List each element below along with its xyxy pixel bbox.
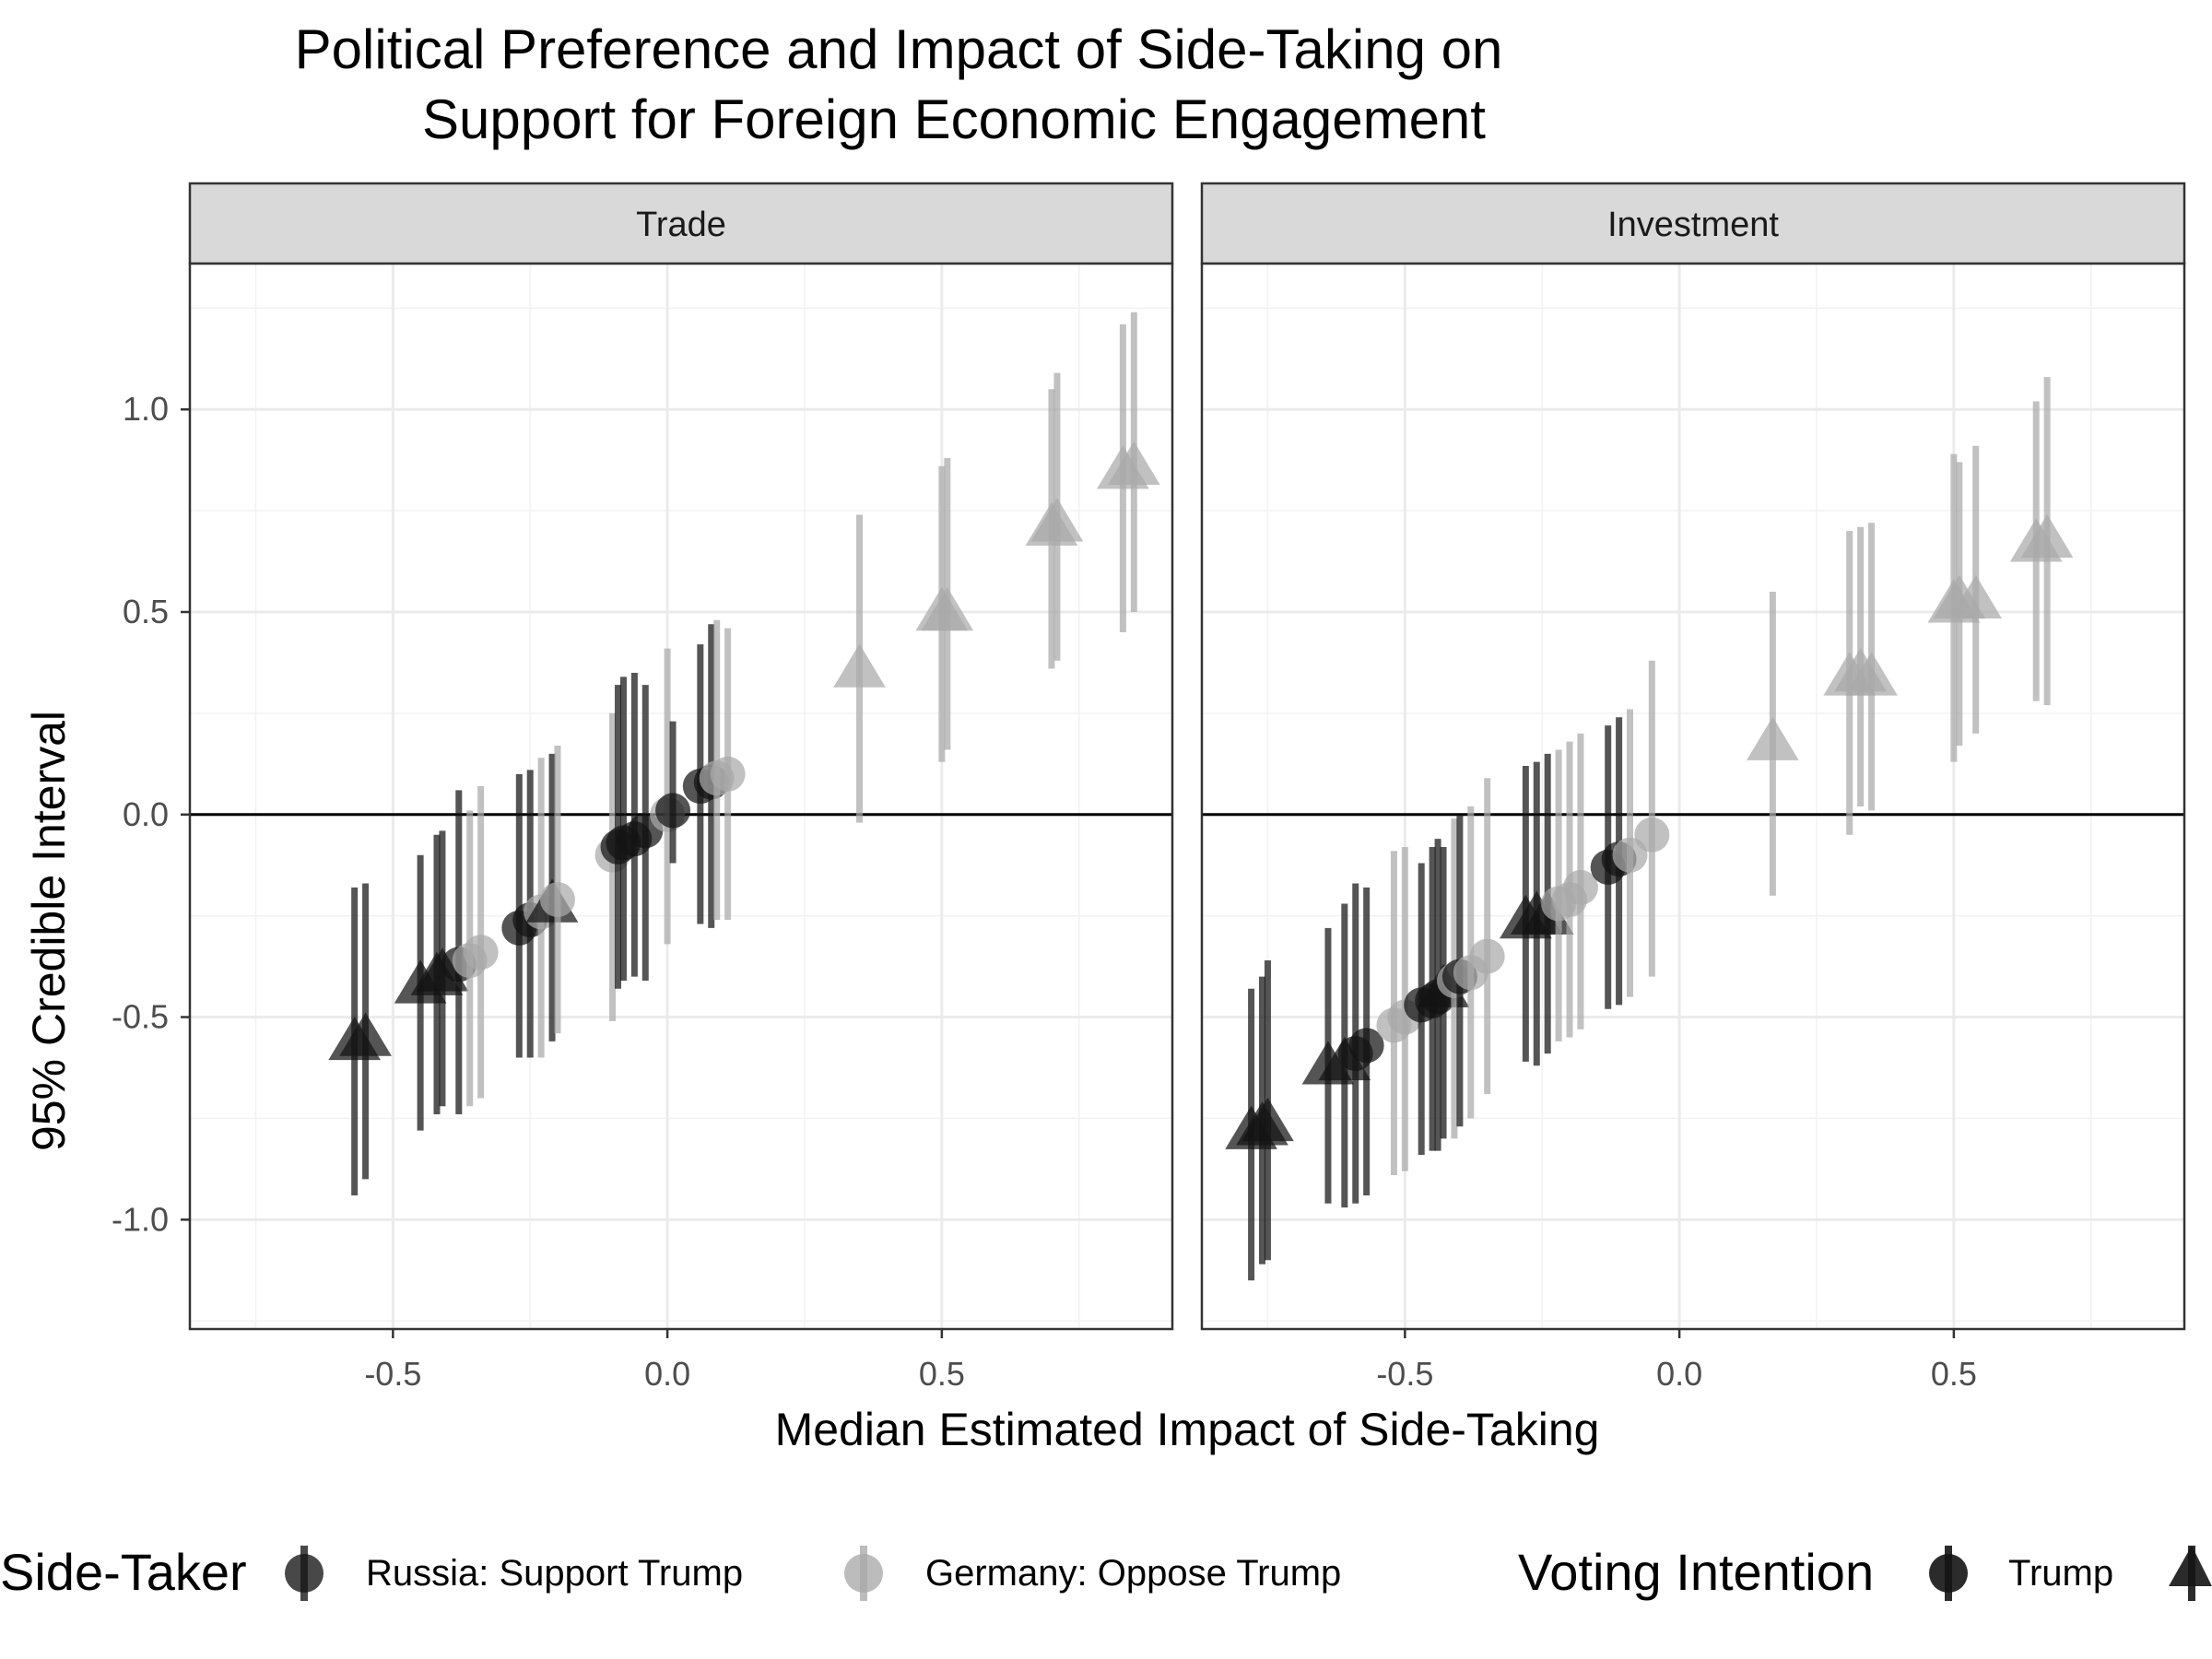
panel-border <box>188 262 1174 1331</box>
legend: Side-Taker Russia: Support Trump Germany… <box>0 1543 2212 1601</box>
legend-key-germany-circle <box>844 1554 883 1593</box>
point-triangle <box>833 643 886 688</box>
point-triangle <box>1107 441 1160 486</box>
x-tick-label: -0.5 <box>364 1355 421 1393</box>
trade-plot-area <box>181 262 1174 1338</box>
point-triangle <box>1747 716 1799 760</box>
y-axis-tick-labels: 1.0 0.5 0.0 -0.5 -1.0 <box>112 390 169 1238</box>
legend-label-russia: Russia: Support Trump <box>366 1553 743 1594</box>
legend-key-germany <box>844 1546 883 1601</box>
legend-key-triangle <box>2169 1546 2212 1601</box>
point-circle <box>463 935 499 971</box>
facet-panel-trade: Trade -0.5 0.0 0.5 <box>181 182 1174 1393</box>
x-tick-label: 0.5 <box>1931 1355 1977 1393</box>
point-circle <box>1348 1028 1384 1064</box>
point-triangle <box>921 587 974 631</box>
point-triangle <box>1030 498 1084 542</box>
y-tick-label: 1.0 <box>123 390 169 428</box>
facet-strip-trade <box>188 182 1174 265</box>
investment-plot-area <box>1200 262 2186 1338</box>
facet-panel-investment: Investment -0.5 0.0 0.5 <box>1200 182 2186 1393</box>
y-tick-label: 0.0 <box>123 795 169 833</box>
point-triangle <box>1845 652 1898 696</box>
x-tick-label: -0.5 <box>1376 1355 1433 1393</box>
legend-key-russia-circle <box>285 1554 324 1593</box>
legend-key-triangle-shape <box>2169 1546 2212 1586</box>
x-axis-label: Median Estimated Impact of Side-Taking <box>775 1404 1600 1455</box>
point-triangle <box>1949 574 2003 619</box>
legend-title-voting-intention: Voting Intention <box>1518 1543 1874 1601</box>
panel-border <box>1200 262 2186 1331</box>
x-tick-label: 0.0 <box>1656 1355 1702 1393</box>
investment-x-tick-labels: -0.5 0.0 0.5 <box>1376 1355 1977 1393</box>
x-tick-label: 0.5 <box>919 1355 965 1393</box>
x-tick-label: 0.0 <box>644 1355 690 1393</box>
facet-strip-label-investment: Investment <box>1607 206 1779 244</box>
point-triangle <box>339 1012 392 1056</box>
legend-key-trump <box>1929 1546 1968 1601</box>
chart-title-line-1: Political Preference and Impact of Side-… <box>295 18 1503 80</box>
y-tick-label: -1.0 <box>112 1200 169 1238</box>
y-tick-label: -0.5 <box>112 998 169 1036</box>
point-circle <box>1469 938 1505 974</box>
point-circle <box>1562 869 1598 905</box>
point-circle <box>710 756 746 792</box>
facet-strip-investment <box>1200 182 2186 265</box>
point-circle <box>655 793 691 829</box>
point-circle <box>540 882 576 918</box>
point-triangle <box>1241 1097 1294 1142</box>
legend-label-trump: Trump <box>2008 1553 2113 1594</box>
y-axis-label: 95% Credible Interval <box>23 711 75 1151</box>
facet-strip-label-trade: Trade <box>636 206 726 244</box>
legend-key-russia <box>285 1546 324 1601</box>
legend-key-trump-circle <box>1929 1554 1968 1593</box>
trade-x-tick-labels: -0.5 0.0 0.5 <box>364 1355 965 1393</box>
legend-title-side-taker: Side-Taker <box>0 1543 247 1601</box>
chart-title-line-2: Support for Foreign Economic Engagement <box>422 88 1486 150</box>
legend-label-germany: Germany: Oppose Trump <box>925 1553 1341 1594</box>
point-circle <box>1634 817 1670 853</box>
point-triangle <box>2020 513 2074 559</box>
y-tick-label: 0.5 <box>123 593 169 630</box>
